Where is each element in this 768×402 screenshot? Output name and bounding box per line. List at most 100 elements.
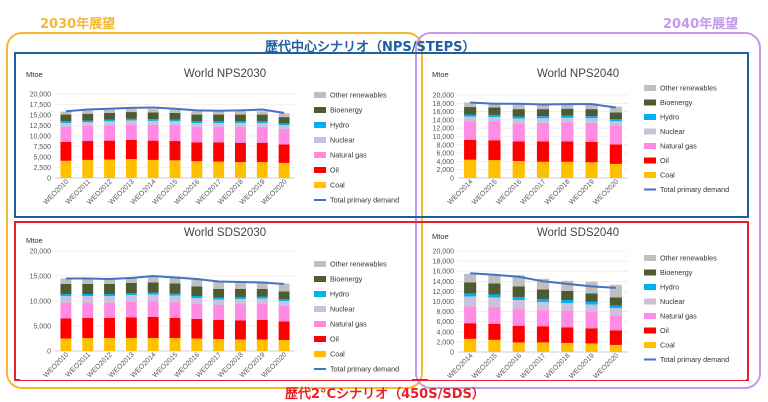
outlook-2040-label: 2040年展望	[663, 17, 739, 32]
bar-segment-nuclear	[213, 122, 225, 127]
bar-segment-hydro	[536, 298, 550, 303]
bar-segment-coal	[609, 163, 622, 178]
legend-label: Coal	[660, 171, 675, 180]
bar-segment-other-renewables	[125, 277, 137, 283]
bar-segment-natural-gas	[125, 302, 137, 318]
y-tick-label: 0	[450, 350, 454, 357]
legend-swatch	[314, 182, 326, 188]
bar-segment-other-renewables	[191, 111, 203, 115]
legend-swatch	[644, 114, 656, 120]
bar-segment-bioenergy	[464, 107, 477, 115]
bar-segment-hydro	[278, 123, 290, 126]
bar-segment-other-renewables	[169, 276, 181, 284]
bar-segment-hydro	[125, 118, 137, 121]
bar-segment-bioenergy	[147, 112, 159, 120]
total-primary-demand-line	[470, 101, 616, 109]
y-tick-label: 5,000	[33, 324, 51, 331]
bar-segment-bioenergy	[60, 284, 72, 294]
bar-segment-natural-gas	[536, 310, 550, 327]
bar-segment-natural-gas	[536, 122, 550, 142]
bar-segment-other-renewables	[488, 274, 501, 284]
y-tick-label: 0	[47, 349, 51, 356]
bar-segment-bioenergy	[235, 114, 246, 122]
bar-segment-hydro	[512, 116, 525, 119]
y-tick-label: 12,000	[433, 126, 455, 133]
bar-segment-oil	[536, 326, 550, 343]
legend-swatch	[314, 122, 326, 128]
legend-swatch	[314, 107, 326, 113]
bar-segment-other-renewables	[60, 278, 72, 284]
bar-segment-other-renewables	[104, 279, 115, 284]
bar-segment-natural-gas	[464, 121, 477, 140]
bar-segment-hydro	[147, 119, 159, 121]
bar-segment-nuclear	[585, 118, 598, 123]
bar-segment-bioenergy	[585, 109, 598, 117]
legend-swatch	[644, 342, 656, 348]
chart-nps2030: World NPS2030 Mtoe 0 2,500 5,000 7,500 10,000 1…	[20, 57, 412, 214]
legend-swatch	[314, 291, 326, 297]
bar-segment-nuclear	[169, 295, 181, 303]
bar-segment-oil	[213, 142, 225, 162]
legend-label: Natural gas	[660, 142, 697, 151]
legend-swatch	[314, 276, 326, 282]
bar-segment-bioenergy	[256, 289, 268, 297]
bar-segment-bioenergy	[278, 117, 290, 124]
y-tick-label: 7,500	[33, 144, 51, 151]
y-tick-label: 14,000	[433, 117, 455, 124]
bar-segment-coal	[169, 338, 181, 351]
bar-segment-nuclear	[256, 298, 268, 304]
bar-segment-bioenergy	[235, 289, 246, 297]
chart-title: World NPS2030	[184, 68, 266, 80]
central-scenario-label: 歴代中心シナリオ（NPS/STEPS）	[265, 40, 476, 55]
bar-segment-hydro	[464, 114, 477, 117]
legend-swatch	[644, 269, 656, 276]
y-tick-label: 4,000	[436, 329, 454, 336]
bar-segment-coal	[585, 162, 598, 178]
chart-nps2040: World NPS2040 Mtoe 0 2,000 4,000 6,000 8,000 10…	[428, 57, 746, 214]
bar-segment-bioenergy	[125, 112, 137, 119]
bar-segment-other-renewables	[561, 280, 574, 291]
y-tick-label: 20,000	[433, 249, 455, 256]
bar-segment-oil	[213, 320, 225, 339]
bar-segment-hydro	[464, 293, 477, 297]
bar-segment-bioenergy	[488, 107, 501, 115]
bar-segment-nuclear	[147, 294, 159, 302]
bar-segment-coal	[464, 159, 477, 178]
legend-label: Nuclear	[660, 297, 685, 306]
legend-label: Bioenergy	[330, 275, 363, 284]
legend-swatch	[314, 321, 326, 327]
bar-segment-other-renewables	[585, 281, 598, 294]
bar-segment-bioenergy	[147, 282, 159, 293]
bar-segment-hydro	[213, 121, 225, 123]
bar-segment-oil	[256, 320, 268, 340]
bar-segment-oil	[104, 140, 115, 160]
bar-segment-oil	[104, 318, 115, 338]
bar-segment-nuclear	[191, 298, 203, 304]
y-tick-label: 10,000	[30, 299, 52, 306]
bar-segment-hydro	[169, 119, 181, 122]
bar-segment-other-renewables	[585, 103, 598, 110]
bar-segment-nuclear	[561, 303, 574, 311]
bar-segment-nuclear	[278, 301, 290, 306]
bar-segment-coal	[147, 338, 159, 351]
bar-segment-hydro	[235, 297, 246, 299]
bar-segment-coal	[82, 159, 94, 178]
legend-label: Total primary demand	[660, 185, 729, 194]
bar-segment-other-renewables	[464, 273, 477, 283]
bar-segment-nuclear	[561, 117, 574, 123]
legend-swatch	[644, 128, 656, 135]
bar-segment-other-renewables	[536, 278, 550, 290]
bar-segment-nuclear	[104, 296, 115, 303]
bar-segment-oil	[125, 317, 137, 338]
bar-segment-bioenergy	[561, 290, 574, 300]
legend-label: Oil	[330, 166, 339, 175]
bar-segment-bioenergy	[60, 114, 72, 122]
bar-segment-coal	[125, 159, 137, 178]
bar-segment-hydro	[169, 293, 181, 296]
bar-segment-bioenergy	[561, 108, 574, 116]
y-axis-unit: Mtoe	[26, 70, 43, 79]
bar-segment-oil	[561, 327, 574, 343]
bar-segment-natural-gas	[169, 302, 181, 318]
legend-swatch	[314, 351, 326, 357]
bar-segment-nuclear	[256, 122, 268, 127]
